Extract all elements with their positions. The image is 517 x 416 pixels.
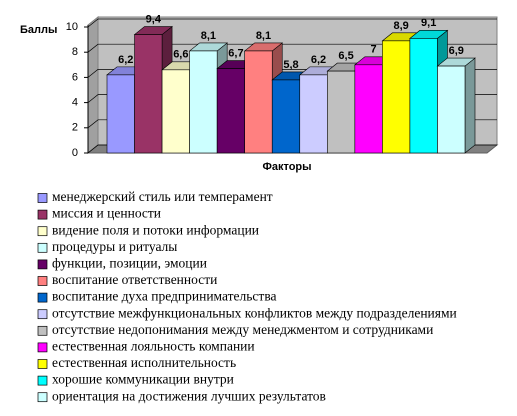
legend-swatch — [37, 342, 48, 353]
legend-swatch — [37, 226, 48, 237]
bar — [327, 70, 356, 154]
legend-swatch — [37, 359, 48, 369]
legend-label: видение поля и потоки информации — [52, 222, 259, 237]
legend-label: воспитание духа предпринимательства — [52, 289, 277, 304]
legend-swatch — [37, 309, 48, 320]
legend-label: хорошие коммуникации внутри — [52, 372, 234, 387]
data-label: 7 — [371, 44, 377, 56]
data-label: 6,7 — [228, 47, 243, 59]
legend-swatch — [37, 325, 48, 336]
bar — [354, 64, 383, 154]
legend-swatch — [37, 392, 48, 403]
data-label: 8,1 — [201, 30, 216, 42]
legend-label: отсутствие межфункциональных конфликтов … — [52, 305, 457, 320]
legend-label: отсутствие недопонимания между менеджмен… — [52, 322, 433, 337]
legend-label: воспитание ответственности — [52, 272, 217, 287]
bar — [299, 74, 328, 154]
data-label: 8,1 — [256, 30, 271, 42]
bar — [409, 38, 438, 154]
data-label: 5,8 — [283, 59, 298, 71]
side-wall — [87, 15, 99, 155]
y-axis-label: Баллы — [20, 24, 57, 36]
grid-line — [87, 43, 497, 53]
bar — [161, 69, 190, 154]
x-axis-label: Факторы — [262, 161, 311, 173]
legend-label: процедуры и ритуалы — [52, 239, 177, 254]
data-label: 6,2 — [311, 54, 326, 66]
legend-swatch — [37, 259, 48, 270]
grid-line — [87, 18, 497, 28]
y-tick-label: 0 — [72, 147, 78, 159]
data-label: 6,9 — [449, 45, 464, 57]
legend-swatch — [37, 375, 48, 386]
bar — [244, 50, 273, 154]
y-tick-label: 10 — [66, 21, 78, 33]
legend-label: миссия и ценности — [52, 206, 161, 221]
y-tick-label: 8 — [72, 46, 78, 58]
legend-swatch — [37, 209, 48, 220]
y-tick-label: 2 — [72, 122, 78, 134]
bar — [216, 68, 245, 154]
data-label: 8,9 — [394, 20, 409, 32]
data-label: 6,6 — [173, 49, 188, 61]
legend-swatch — [37, 242, 48, 253]
legend-label: функции, позиции, эмоции — [52, 255, 207, 270]
bar — [189, 50, 218, 154]
legend-label: естественная лояльность компании — [52, 338, 255, 353]
bar-side — [464, 57, 476, 154]
legend-label: естественная исполнительность — [52, 355, 236, 370]
legend-swatch — [37, 292, 48, 303]
data-label: 9,4 — [146, 13, 162, 25]
bar — [437, 65, 466, 154]
bar — [271, 79, 301, 154]
legend-swatch — [37, 276, 48, 286]
bar — [382, 40, 411, 154]
data-label: 6,2 — [118, 54, 133, 66]
legend-swatch — [37, 193, 48, 203]
bar — [134, 34, 163, 154]
legend-label: ориентация на достижения лучших результа… — [52, 388, 326, 403]
bar — [106, 74, 135, 154]
y-tick-label: 6 — [72, 71, 78, 83]
y-tick-label: 4 — [72, 97, 78, 109]
data-label: 6,5 — [338, 50, 353, 62]
legend-label: менеджерский стиль или темперамент — [52, 189, 273, 204]
data-label: 9,1 — [421, 17, 436, 29]
